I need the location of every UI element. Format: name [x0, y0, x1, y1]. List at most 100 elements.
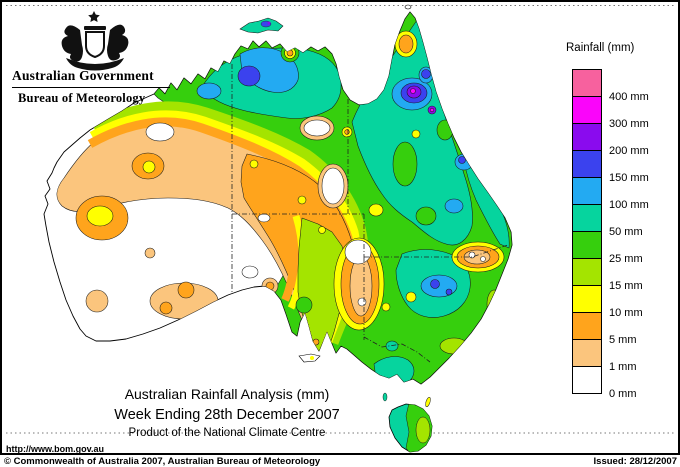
map-subtitle: Week Ending 28th December 2007 [114, 407, 340, 423]
melville-purple-dot [267, 21, 271, 25]
kangaroo-island [298, 353, 321, 363]
magenta-nqld [410, 88, 416, 94]
legend-colorbar: 400 mm 300 mm 200 mm 150 mm 100 mm 50 mm… [572, 69, 649, 400]
logo-divider [12, 87, 170, 88]
flinders-island [425, 396, 431, 408]
legend-swatch [573, 286, 601, 312]
wa-south-tan-1 [85, 289, 109, 313]
king-island [382, 392, 388, 402]
orange-yorke-1 [312, 338, 320, 346]
wa-yellow-core [142, 160, 156, 174]
legend-swatch [573, 259, 601, 285]
legend-swatch [573, 97, 601, 123]
logo-bureau-text: Bureau of Meteorology [18, 91, 146, 105]
wa-white-hole [145, 122, 175, 142]
yellow-qld-dot2 [368, 203, 384, 217]
hole-white-sa2 [257, 213, 271, 223]
legend-row: 50 mm [572, 204, 643, 238]
torres-islet [404, 4, 412, 10]
yellow-dot-nt2 [297, 195, 307, 205]
wa-south-orange-a [177, 281, 195, 299]
legend-row: 200 mm [572, 123, 649, 157]
map-frame: Australian Government Bureau of Meteorol… [0, 0, 680, 455]
nsw-white-fleck-2 [480, 256, 486, 262]
map-product-line: Product of the National Climate Centre [128, 427, 326, 439]
legend-swatch [573, 178, 601, 204]
hole-white-1 [303, 119, 331, 137]
tasmania-yellowgreen [415, 416, 431, 444]
map-title-block: Australian Rainfall Analysis (mm) Week E… [27, 386, 427, 439]
yg-gippsland [439, 337, 469, 355]
blue-nsw-2 [445, 288, 453, 296]
legend-label: 300 mm [609, 118, 649, 130]
tongue-white-dot [357, 297, 367, 307]
legend-label: 400 mm [609, 91, 649, 103]
hole-white-sa [241, 265, 259, 279]
legend-label: 0 mm [609, 388, 637, 400]
legend-swatch [573, 70, 601, 96]
legend-swatch [573, 367, 601, 393]
bom-url-text: http://www.bom.gov.au [6, 444, 104, 454]
green-window-qld-2 [415, 206, 437, 226]
footer-strip: © Commonwealth of Australia 2007, Austra… [0, 455, 680, 467]
copyright-text: © Commonwealth of Australia 2007, Austra… [4, 456, 321, 467]
legend-row: 1 mm [572, 339, 637, 373]
australia-rainfall-map [6, 4, 674, 453]
green-spot-eyre [295, 296, 313, 314]
legend-row: 400 mm [572, 69, 649, 103]
band-orange-sa [281, 212, 299, 302]
hole-white-2 [321, 167, 345, 205]
magenta-coast-qld [429, 107, 435, 113]
kangaroo-island-yellow [310, 356, 314, 360]
yellow-dot-nt1 [249, 159, 259, 169]
bullseye-orange-core [286, 49, 294, 57]
blue-qld-mid [458, 156, 466, 164]
blue-nsw-1 [430, 279, 440, 289]
blue-blob-topend [237, 65, 261, 87]
wa-south-orange-b [159, 301, 173, 315]
legend-row: 150 mm [572, 150, 649, 184]
legend-swatch [573, 313, 601, 339]
legend-label: 200 mm [609, 145, 649, 157]
lightblue-kimberley [196, 82, 222, 100]
state-borders [231, 64, 509, 363]
capeyork-blue [421, 69, 431, 79]
legend-label: 25 mm [609, 253, 643, 265]
issued-date: Issued: 28/12/2007 [593, 456, 677, 467]
legend-row: 15 mm [572, 258, 643, 292]
yellow-dot-nt3 [318, 226, 326, 234]
tongue-white-hole [344, 239, 372, 265]
capeyork-orange [398, 34, 414, 54]
legend-swatch [573, 205, 601, 231]
lightblue-qld-low [444, 198, 464, 214]
legend-row: 0 mm [572, 366, 637, 400]
legend-row: 300 mm [572, 96, 649, 130]
tongue-tan [349, 255, 373, 317]
legend-label: 150 mm [609, 172, 649, 184]
legend-row: 100 mm [572, 177, 649, 211]
yellow-vic-dot [381, 302, 391, 312]
yellow-yorke-2 [321, 349, 327, 355]
legend-label: 5 mm [609, 334, 637, 346]
logo-government-text: Australian Government [12, 68, 154, 83]
region-teal-vic [373, 356, 415, 384]
coat-of-arms [61, 11, 129, 71]
rainfall-legend: Rainfall (mm) 400 mm 300 mm 200 mm 150 m… [558, 42, 678, 400]
wa-tan-dot-2 [144, 247, 156, 259]
legend-swatch [573, 232, 601, 258]
bom-logo: Australian Government Bureau of Meteorol… [12, 8, 192, 106]
legend-swatch [573, 340, 601, 366]
nsw-white-fleck-1 [468, 251, 476, 259]
legend-swatch [573, 124, 601, 150]
legend-swatch [573, 151, 601, 177]
yellow-nsw-dot [405, 291, 417, 303]
teal-vic-spot [385, 340, 399, 352]
legend-row: 25 mm [572, 231, 643, 265]
legend-label: 100 mm [609, 199, 649, 211]
legend-label: 50 mm [609, 226, 643, 238]
orange-gulf-core [344, 129, 350, 135]
legend-title: Rainfall (mm) [566, 42, 635, 54]
legend-label: 15 mm [609, 280, 643, 292]
legend-label: 10 mm [609, 307, 643, 319]
